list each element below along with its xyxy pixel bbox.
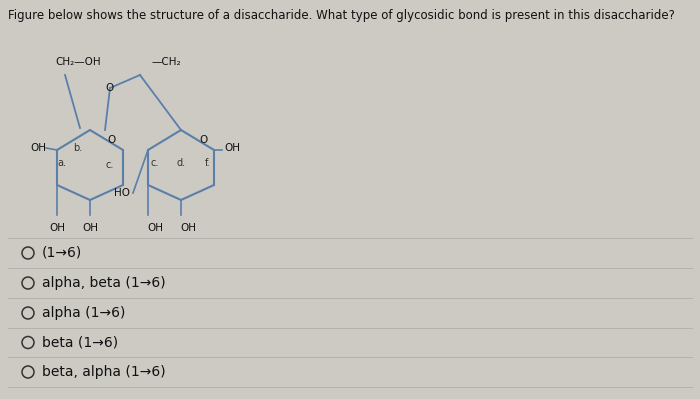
Text: alpha, beta (1→6): alpha, beta (1→6): [42, 276, 166, 290]
Text: O: O: [106, 83, 114, 93]
Text: d.: d.: [176, 158, 186, 168]
Text: O: O: [108, 135, 116, 145]
Text: beta (1→6): beta (1→6): [42, 336, 118, 350]
Text: beta, alpha (1→6): beta, alpha (1→6): [42, 365, 166, 379]
Text: OH: OH: [82, 223, 98, 233]
Text: b.: b.: [74, 143, 83, 153]
Text: OH: OH: [180, 223, 196, 233]
Text: OH: OH: [30, 143, 46, 153]
Text: a.: a.: [57, 158, 66, 168]
Text: alpha (1→6): alpha (1→6): [42, 306, 125, 320]
Text: CH₂—OH: CH₂—OH: [55, 57, 101, 67]
Text: c.: c.: [106, 160, 114, 170]
Text: O: O: [199, 135, 207, 145]
Text: OH: OH: [49, 223, 65, 233]
Text: (1→6): (1→6): [42, 246, 83, 260]
Text: Figure below shows the structure of a disaccharide. What type of glycosidic bond: Figure below shows the structure of a di…: [8, 9, 675, 22]
Text: OH: OH: [147, 223, 163, 233]
Text: f.: f.: [205, 158, 211, 168]
Text: HO: HO: [114, 188, 130, 198]
Text: c.: c.: [150, 158, 159, 168]
Text: —CH₂: —CH₂: [152, 57, 181, 67]
Text: OH: OH: [224, 143, 240, 153]
